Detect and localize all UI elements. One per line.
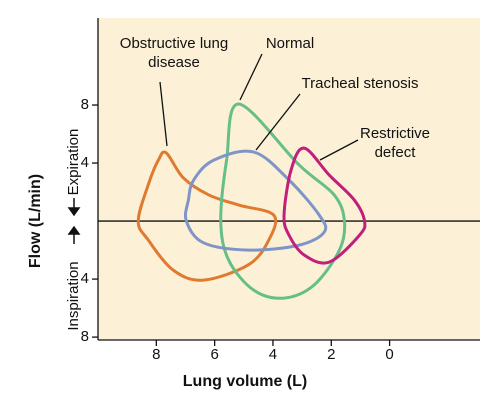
direction-arrows <box>67 198 81 244</box>
arrow-head <box>67 225 81 235</box>
x-tick-label: 6 <box>210 346 218 363</box>
y-label-upper: Expiration <box>65 129 82 196</box>
flow-volume-loop <box>183 149 328 252</box>
x-tick-label: 2 <box>327 346 335 363</box>
flow-volume-loop <box>282 146 367 265</box>
y-axis-label: Flow (L/min) <box>27 174 44 268</box>
curve-label: Obstructive lung disease <box>119 35 229 71</box>
leader-line <box>159 81 168 147</box>
curve-label: Normal <box>265 35 315 52</box>
x-tick-label: 0 <box>385 346 393 363</box>
y-tick-label: 4 <box>81 154 89 171</box>
arrow-head <box>67 207 81 217</box>
y-tick-label: 8 <box>81 328 89 345</box>
y-label-lower: Inspiration <box>65 261 82 330</box>
leader-lines <box>159 53 359 161</box>
curve-label: Restrictive defect <box>359 125 430 161</box>
flow-volume-loop <box>136 150 278 282</box>
curve-label: Tracheal stenosis <box>301 75 419 92</box>
x-tick-label: 8 <box>152 346 160 363</box>
leader-line <box>255 93 301 151</box>
flow-volume-loop <box>219 102 347 300</box>
x-axis-label: Lung volume (L) <box>183 373 307 390</box>
x-tick-label: 4 <box>269 346 277 363</box>
y-tick-label: 4 <box>81 270 89 287</box>
plot-area <box>92 18 480 346</box>
leader-line <box>239 53 263 101</box>
leader-line <box>319 139 359 161</box>
y-tick-label: 8 <box>81 96 89 113</box>
